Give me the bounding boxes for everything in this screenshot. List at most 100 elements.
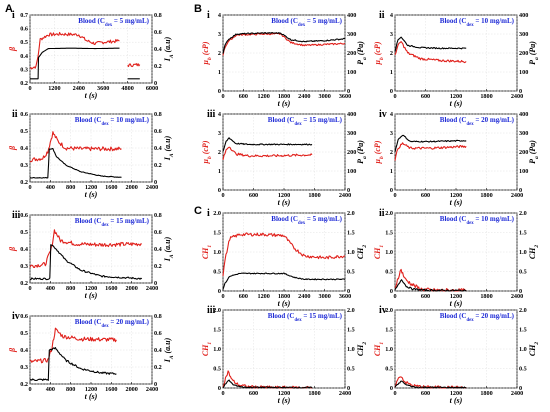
y-tick-label: 1.5 [385, 230, 393, 237]
x-tick-label: 4800 [121, 85, 133, 92]
y-tick-label: 2 [218, 50, 221, 57]
x-axis-label: t (s) [450, 299, 463, 308]
series-line-left-axis [29, 131, 122, 163]
y2-tick-label: 0.6 [154, 128, 162, 135]
y2-tick-label: 1.0 [519, 346, 527, 353]
subplot-numeral: i [12, 10, 15, 21]
x-tick-label: 2400 [511, 192, 523, 199]
y-tick-label: 0 [390, 288, 393, 295]
subplot-numeral: iv [12, 311, 20, 322]
y-tick-label: 0.5 [20, 229, 28, 236]
subplot-title: Blood (Cdex = 15 mg/mL) [268, 312, 343, 323]
y-axis-label: μb (cP) [373, 41, 385, 65]
y2-tick-label: 1.5 [347, 230, 355, 237]
y-tick-label: 0.6 [20, 313, 28, 320]
x-tick-label: 600 [239, 93, 248, 100]
y2-tick-label: 0 [347, 288, 350, 295]
x-tick-label: 800 [66, 285, 75, 292]
subplot-numeral: iii [207, 109, 216, 120]
x-tick-label: 1600 [105, 386, 117, 393]
x-tick-label: 1200 [257, 293, 269, 300]
y2-tick-label: 400 [519, 111, 528, 118]
y-tick-label: 0 [218, 385, 221, 392]
y2-tick-label: 0.6 [154, 29, 162, 36]
y-tick-label: 3 [218, 130, 221, 137]
subplot-title: Blood (Cdex = 5 mg/mL) [78, 17, 149, 28]
y-tick-label: 0.6 [20, 212, 28, 219]
x-tick-label: 0 [28, 386, 31, 393]
y-tick-label: 0.2 [20, 80, 28, 87]
x-tick-label: 1800 [480, 93, 492, 100]
x-tick-label: 1600 [105, 285, 117, 292]
subplot-numeral: i [207, 10, 210, 21]
x-tick-label: 1200 [85, 184, 97, 191]
y-tick-label: 0.5 [213, 366, 221, 373]
y-tick-label: 1 [218, 168, 221, 175]
x-axis-label: t (s) [278, 198, 291, 207]
y2-tick-label: 0.2 [154, 63, 162, 70]
x-tick-label: 2400 [511, 390, 523, 397]
subplot-numeral: ii [379, 10, 385, 21]
subplot-title: Blood (Cdex = 5 mg/mL) [271, 17, 342, 28]
x-tick-label: 1200 [257, 93, 269, 100]
y-tick-label: 0.5 [20, 128, 28, 135]
series-line-right-axis [394, 380, 467, 389]
x-tick-label: 1200 [278, 192, 290, 199]
y2-tick-label: 0 [154, 80, 157, 87]
y2-axis-label: IA (a.u) [163, 337, 175, 363]
x-tick-label: 2000 [125, 285, 137, 292]
x-tick-label: 3600 [97, 85, 109, 92]
x-tick-label: 800 [66, 386, 75, 393]
y2-tick-label: 0 [154, 179, 157, 186]
x-tick-label: 2400 [339, 390, 351, 397]
y-tick-label: 2.0 [385, 307, 393, 314]
y-tick-label: 3 [390, 31, 393, 38]
y-axis-label: CH1 [373, 342, 385, 357]
y-tick-label: 3 [218, 31, 221, 38]
y-tick-label: 0 [390, 385, 393, 392]
panel-section-letter: C [194, 205, 202, 217]
series-line-left-axis [29, 327, 117, 364]
x-tick-label: 0 [393, 93, 396, 100]
y-axis-label: μb (cP) [201, 140, 213, 164]
y2-tick-label: 1.5 [519, 230, 527, 237]
x-tick-label: 2000 [125, 386, 137, 393]
x-tick-label: 0 [28, 85, 31, 92]
y-tick-label: 1 [218, 69, 221, 76]
x-axis-label: t (s) [278, 299, 291, 308]
subplot-title: Blood (Cdex = 10 mg/mL) [440, 215, 515, 226]
y2-axis-label: IA (a.u) [163, 36, 175, 62]
y-tick-label: 0.2 [20, 280, 28, 287]
y2-tick-label: 0.8 [154, 313, 162, 320]
y2-tick-label: 100 [519, 168, 528, 175]
y-axis-label: CH1 [373, 245, 385, 260]
x-tick-label: 600 [421, 192, 430, 199]
y2-tick-label: 0.4 [154, 246, 162, 253]
y2-tick-label: 0.6 [154, 330, 162, 337]
x-tick-label: 0 [221, 192, 224, 199]
x-tick-label: 3600 [339, 293, 351, 300]
x-tick-label: 1600 [105, 184, 117, 191]
series-line-left-axis [222, 32, 346, 56]
y-tick-label: 0.6 [20, 26, 28, 33]
y-tick-label: 1.0 [385, 249, 393, 256]
x-tick-label: 400 [46, 386, 55, 393]
y-tick-label: 1.0 [213, 346, 221, 353]
y2-axis-label: CH2 [356, 245, 368, 260]
x-tick-label: 0 [221, 93, 224, 100]
x-tick-label: 2400 [511, 293, 523, 300]
y-tick-label: 2.0 [213, 307, 221, 314]
y-tick-label: 1 [390, 168, 393, 175]
subplot-title: Blood (Cdex = 10 mg/mL) [75, 116, 150, 127]
x-tick-label: 2400 [339, 192, 351, 199]
y2-axis-label: Pa (Pa) [356, 41, 368, 65]
x-tick-label: 1200 [48, 85, 60, 92]
y2-tick-label: 0.5 [519, 269, 527, 276]
x-tick-label: 6000 [146, 85, 158, 92]
x-axis-label: t (s) [85, 91, 98, 100]
y2-tick-label: 400 [347, 12, 356, 19]
y2-axis-label: Pa (Pa) [528, 140, 540, 164]
y-tick-label: 0.4 [20, 347, 28, 354]
